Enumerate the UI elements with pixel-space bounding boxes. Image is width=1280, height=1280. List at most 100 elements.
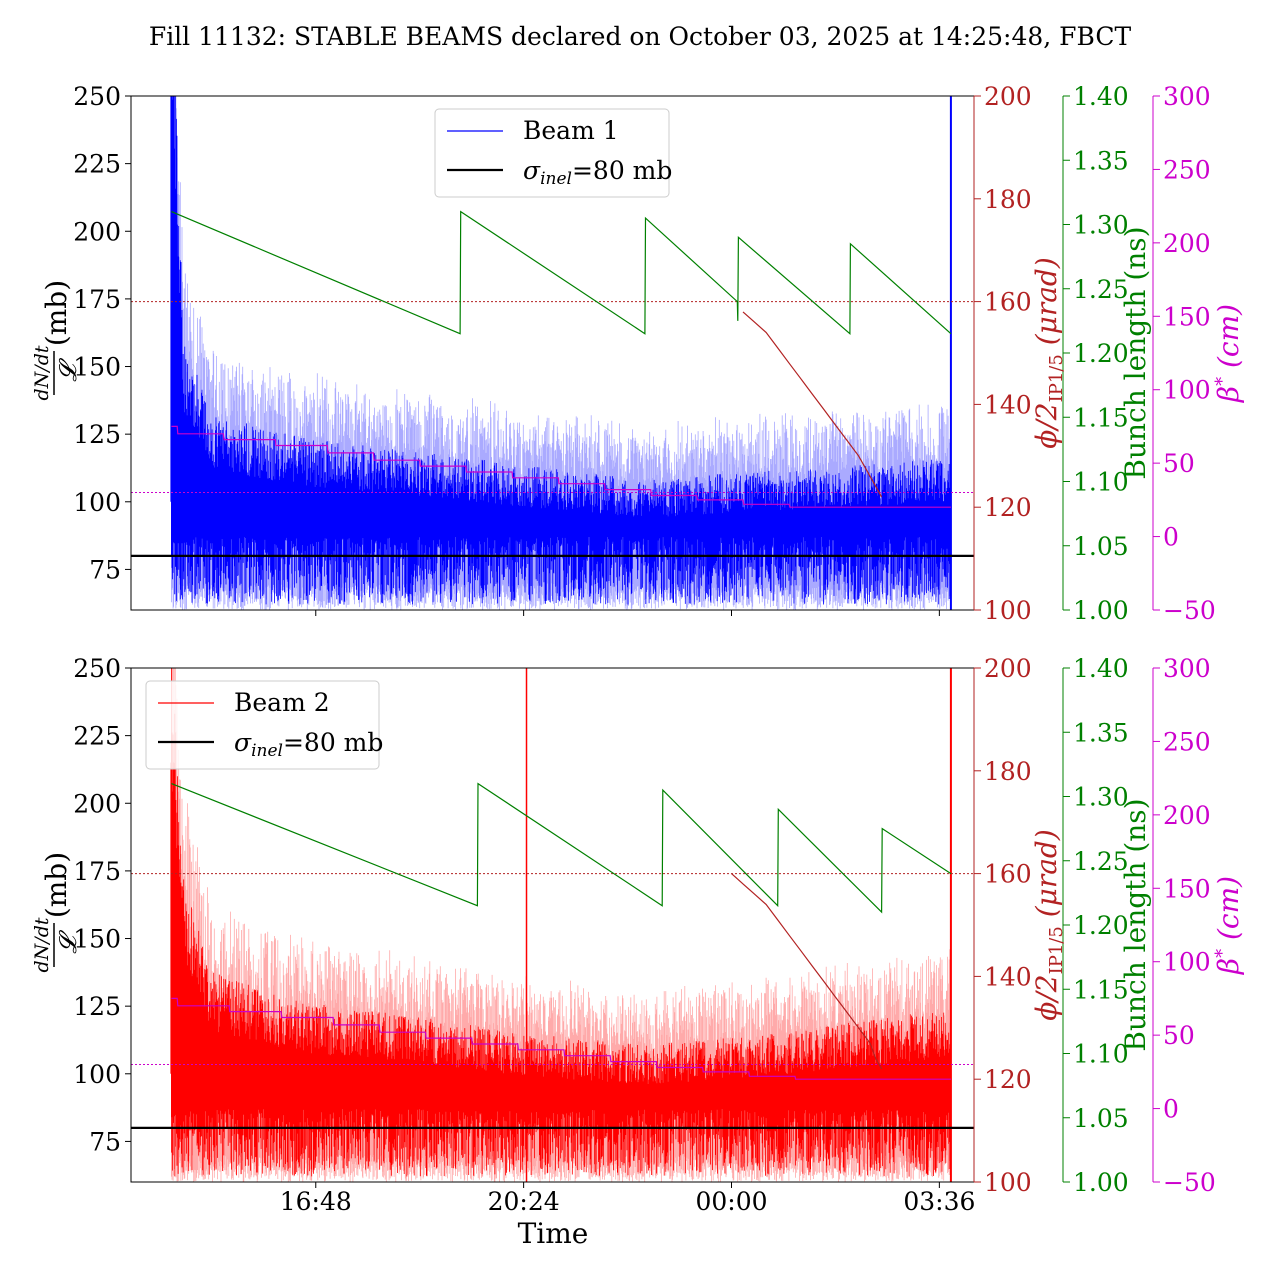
y-tick-label: 200 [73, 217, 121, 246]
bunch-length-line [171, 210, 952, 336]
beta-star-line [171, 997, 951, 1080]
beta-axis-tick-label: 300 [1163, 82, 1211, 111]
crossing-sub: IP1/5 [1046, 926, 1067, 974]
y-tick-label: 175 [73, 857, 121, 886]
bunch-axis-tick-label: 1.40 [1073, 654, 1129, 683]
legend-beam-label: Beam 1 [523, 116, 619, 145]
crossing-axis-tick-label: 180 [984, 185, 1032, 214]
crossing-axis-tick-label: 200 [984, 82, 1032, 111]
beta-unit: (cm) [1212, 876, 1245, 949]
beta-star: * [1212, 949, 1233, 958]
x-tick-label: 03:36 [903, 1187, 975, 1216]
beta-axis-tick-label: 250 [1163, 155, 1211, 184]
left-axis-title: dN/dt 𝓛(mb) [31, 280, 82, 401]
crossing-axis-tick-label: 200 [984, 654, 1032, 683]
crossing-axis-tick-label: 140 [984, 390, 1032, 419]
bunch-axis-tick-label: 1.30 [1073, 211, 1129, 240]
y-tick-label: 100 [73, 488, 121, 517]
beta-axis-tick-label: −50 [1163, 596, 1216, 625]
crossing-axis-tick-label: 140 [984, 962, 1032, 991]
beta-axis-tick-label: 150 [1163, 302, 1211, 331]
beta-axis-tick-label: 50 [1163, 1021, 1195, 1050]
y-tick-label: 175 [73, 285, 121, 314]
legend-sigma-sub: inel [251, 741, 283, 761]
beta-axis-tick-label: 200 [1163, 801, 1211, 830]
legend-sigma-label: σinel=80 mb [523, 156, 672, 189]
crossing-axis-tick-label: 120 [984, 1065, 1032, 1094]
legend-beam-label: Beam 2 [234, 688, 330, 717]
crossing-unit: (μrad) [1030, 257, 1063, 354]
bunch-axis-tick-label: 1.35 [1073, 146, 1129, 175]
legend-sigma-sub: inel [540, 169, 572, 189]
crossing-axis-tick-label: 160 [984, 288, 1032, 317]
y-tick-label: 250 [73, 82, 121, 111]
crossing-angle-line [731, 873, 883, 1070]
left-axis-unit: (mb) [40, 852, 73, 918]
beta-axis-tick-label: 200 [1163, 229, 1211, 258]
beta-axis-tick-label: −50 [1163, 1168, 1216, 1197]
beta-symbol: β [1212, 958, 1245, 975]
crossing-angle-line [742, 311, 883, 498]
y-tick-label: 150 [73, 925, 121, 954]
beta-star-line [171, 425, 951, 508]
beta-axis-title-text: β* (cm) [1212, 876, 1245, 975]
legend: Beam 2 σinel=80 mb [145, 680, 383, 770]
beta-axis-tick-label: 100 [1163, 376, 1211, 405]
crossing-unit: (μrad) [1030, 829, 1063, 926]
crossing-axis-tick-label: 160 [984, 860, 1032, 889]
plot-area [131, 96, 974, 610]
x-tick-label: 20:24 [488, 1187, 560, 1216]
y-tick-label: 225 [73, 722, 121, 751]
crossing-phi: ϕ/2 [1030, 402, 1063, 448]
left-axis-unit: (mb) [40, 280, 73, 346]
y-tick-label: 75 [89, 555, 121, 584]
bunch-axis-tick-label: 1.25 [1073, 847, 1129, 876]
beta-axis-tick-label: 250 [1163, 727, 1211, 756]
crossing-axis-title: ϕ/2IP1/5 (μrad) [1030, 829, 1067, 1021]
beta-axis-title: β* (cm) [1212, 876, 1245, 975]
legend-sigma-value: =80 mb [572, 156, 672, 185]
beta-axis-tick-label: 100 [1163, 948, 1211, 977]
beta-unit: (cm) [1212, 304, 1245, 377]
crossing-axis-tick-label: 100 [984, 1168, 1032, 1197]
y-tick-label: 250 [73, 654, 121, 683]
bunch-length-line [171, 782, 952, 914]
crossing-axis-title: ϕ/2IP1/5 (μrad) [1030, 257, 1067, 449]
y-tick-label: 200 [73, 789, 121, 818]
figure-title: Fill 11132: STABLE BEAMS declared on Oct… [149, 22, 1132, 51]
left-axis-numerator: dN/dt [31, 345, 53, 400]
y-tick-label: 225 [73, 150, 121, 179]
beta-symbol: β [1212, 386, 1245, 403]
beta-star: * [1212, 377, 1233, 386]
beta-axis-tick-label: 50 [1163, 449, 1195, 478]
crossing-sub: IP1/5 [1046, 354, 1067, 402]
bunch-axis-tick-label: 1.20 [1073, 911, 1129, 940]
left-axis-title: dN/dt 𝓛(mb) [31, 852, 82, 973]
crossing-phi: ϕ/2 [1030, 974, 1063, 1020]
bunch-axis-tick-label: 1.30 [1073, 783, 1129, 812]
x-axis-label: Time [518, 1217, 589, 1250]
beta-axis-tick-label: 0 [1163, 1095, 1179, 1124]
bunch-axis-tick-label: 1.15 [1073, 403, 1129, 432]
legend-sigma-value: =80 mb [283, 728, 383, 757]
y-tick-label: 125 [73, 992, 121, 1021]
bunch-axis-tick-label: 1.05 [1073, 1104, 1129, 1133]
beta-axis-title-text: β* (cm) [1212, 304, 1245, 403]
bunch-axis-tick-label: 1.05 [1073, 532, 1129, 561]
bunch-axis-tick-label: 1.35 [1073, 718, 1129, 747]
bunch-axis-tick-label: 1.15 [1073, 975, 1129, 1004]
plot-area [131, 668, 974, 1182]
left-axis-numerator: dN/dt [31, 917, 53, 972]
bunch-axis-tick-label: 1.00 [1073, 596, 1129, 625]
y-tick-label: 150 [73, 353, 121, 382]
crossing-axis-tick-label: 100 [984, 596, 1032, 625]
beta-axis-tick-label: 150 [1163, 874, 1211, 903]
bunch-axis-tick-label: 1.10 [1073, 468, 1129, 497]
beta-axis-tick-label: 0 [1163, 523, 1179, 552]
x-tick-label: 16:48 [280, 1187, 352, 1216]
bunch-axis-title: Bunch length (ns) [1119, 226, 1152, 479]
panel-beam1: 75 100 125 150 175 200 225 250 100 120 140 160 180 20… [31, 82, 1245, 625]
crossing-axis-tick-label: 120 [984, 493, 1032, 522]
